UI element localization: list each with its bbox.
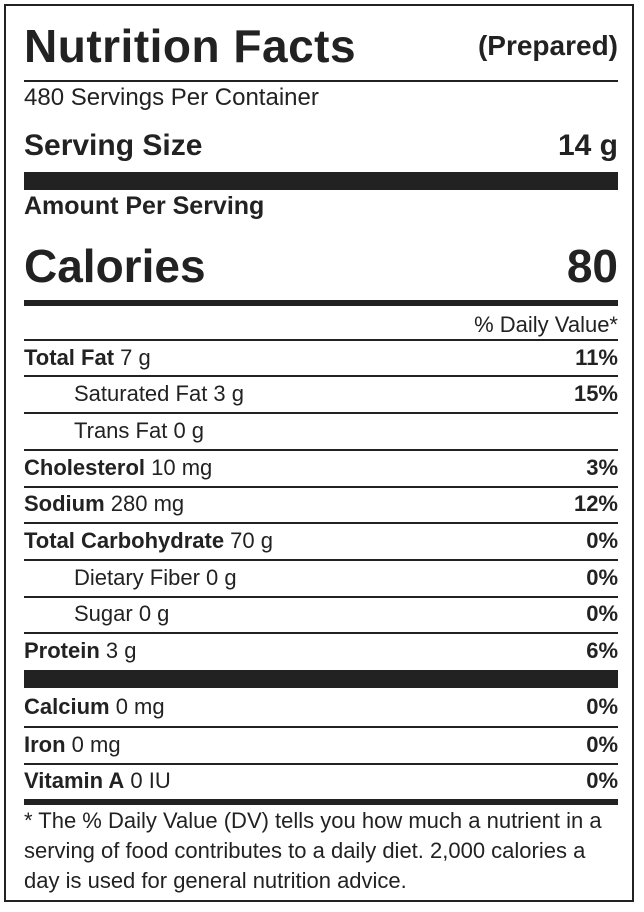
serving-size-label: Serving Size	[24, 129, 203, 162]
mineral-percent: 0%	[586, 694, 618, 719]
calories-value: 80	[566, 240, 618, 292]
divider	[24, 412, 618, 414]
divider	[24, 375, 618, 377]
thick-divider	[24, 172, 618, 190]
nutrient-percent: 12%	[573, 491, 618, 516]
nutrient-percent: 0%	[586, 565, 618, 590]
daily-value-header: % Daily Value*	[474, 312, 618, 337]
nutrient-percent: 0%	[586, 528, 618, 553]
thick-divider	[24, 670, 618, 688]
divider	[24, 449, 618, 451]
nutrient-label: Cholesterol 10 mg	[24, 455, 213, 480]
serving-size-row: Serving Size 14 g	[24, 124, 618, 168]
nutrition-label-inner: Nutrition Facts (Prepared) 480 Servings …	[24, 6, 618, 900]
nutrient-label: Saturated Fat 3 g	[74, 381, 245, 406]
nutrient-label: Trans Fat 0 g	[74, 418, 205, 443]
nutrient-label: Total Carbohydrate 70 g	[24, 528, 273, 553]
divider	[24, 726, 618, 728]
nutrient-row-sodium: Sodium 280 mg 12%	[24, 487, 618, 521]
divider	[24, 80, 618, 82]
calories-row: Calories 80	[24, 234, 618, 298]
mineral-row-calcium: Calcium 0 mg 0%	[24, 690, 618, 724]
nutrient-label: Sugar 0 g	[74, 601, 170, 626]
nutrient-row-total-fat: Total Fat 7 g 11%	[24, 341, 618, 375]
title-row: Nutrition Facts (Prepared)	[24, 16, 618, 76]
nutrition-label: Nutrition Facts (Prepared) 480 Servings …	[4, 4, 634, 902]
nutrient-row-dietary-fiber: Dietary Fiber 0 g 0%	[24, 561, 618, 595]
medium-divider	[24, 799, 618, 805]
footnote: * The % Daily Value (DV) tells you how m…	[24, 808, 602, 893]
divider	[24, 522, 618, 524]
divider	[24, 763, 618, 765]
nutrient-row-protein: Protein 3 g 6%	[24, 634, 618, 668]
nutrient-percent: 6%	[586, 638, 618, 663]
mineral-row-vitamin-a: Vitamin A 0 IU 0%	[24, 764, 618, 798]
nutrient-label: Sodium 280 mg	[24, 491, 185, 516]
nutrient-row-cholesterol: Cholesterol 10 mg 3%	[24, 451, 618, 485]
serving-size-value: 14 g	[557, 129, 618, 162]
mineral-row-iron: Iron 0 mg 0%	[24, 728, 618, 762]
mineral-percent: 0%	[586, 768, 618, 793]
nutrient-label: Dietary Fiber 0 g	[74, 565, 237, 590]
servings-per-container: 480 Servings Per Container	[24, 84, 319, 111]
nutrient-percent: 3%	[586, 455, 618, 480]
divider	[24, 559, 618, 561]
nutrient-row-total-carbohydrate: Total Carbohydrate 70 g 0%	[24, 524, 618, 558]
medium-divider	[24, 300, 618, 306]
divider	[24, 339, 618, 341]
nutrient-percent: 15%	[573, 381, 618, 406]
divider	[24, 632, 618, 634]
mineral-percent: 0%	[586, 732, 618, 757]
mineral-label: Iron 0 mg	[24, 732, 121, 757]
nutrient-row-trans-fat: Trans Fat 0 g	[24, 414, 618, 448]
mineral-label: Calcium 0 mg	[24, 694, 165, 719]
mineral-label: Vitamin A 0 IU	[24, 768, 171, 793]
calories-label: Calories	[24, 240, 206, 292]
nutrient-label: Protein 3 g	[24, 638, 137, 663]
nutrient-percent: 0%	[586, 601, 618, 626]
nutrient-percent: 11%	[575, 345, 618, 370]
nutrient-label: Total Fat 7 g	[24, 345, 151, 370]
nutrient-row-sugar: Sugar 0 g 0%	[24, 597, 618, 631]
nutrient-row-saturated-fat: Saturated Fat 3 g 15%	[24, 377, 618, 411]
divider	[24, 486, 618, 488]
label-subtitle: (Prepared)	[477, 30, 618, 61]
divider	[24, 596, 618, 598]
label-title: Nutrition Facts	[24, 20, 357, 72]
amount-per-serving: Amount Per Serving	[24, 192, 265, 220]
